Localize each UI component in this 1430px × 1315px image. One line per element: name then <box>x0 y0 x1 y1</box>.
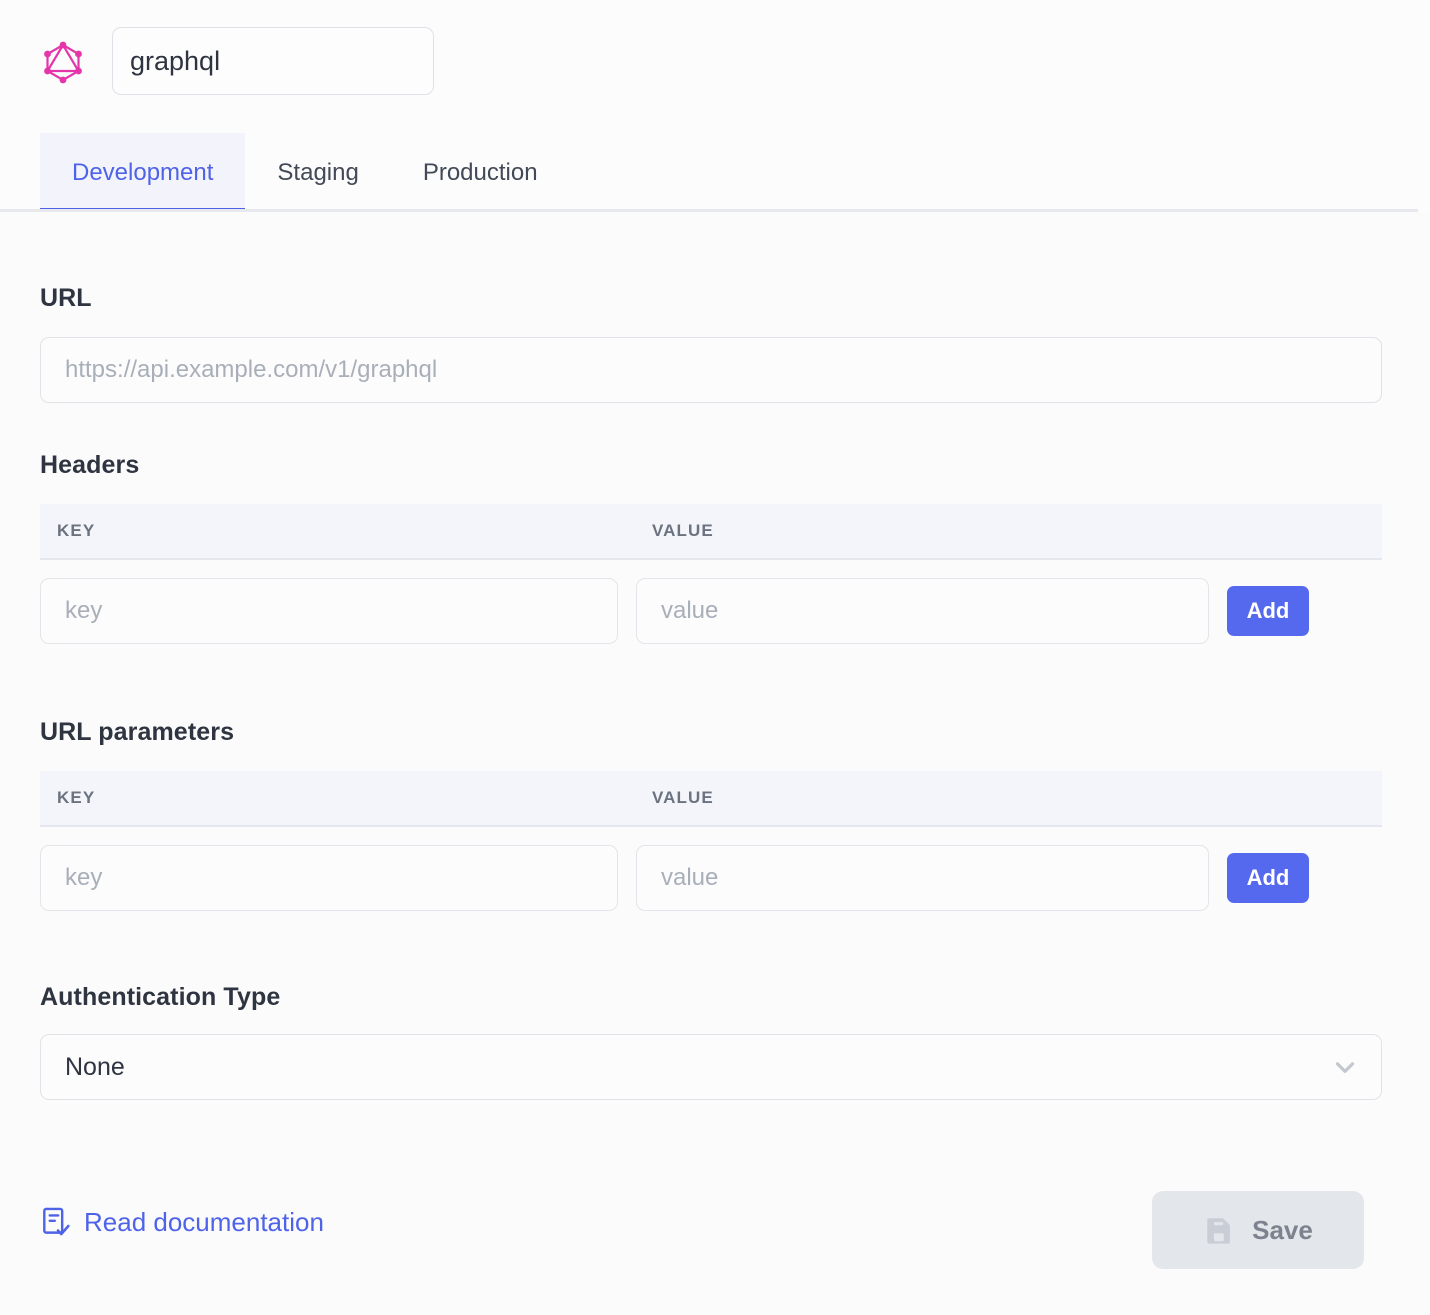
connection-name-input[interactable] <box>112 27 434 95</box>
url-params-table-head: KEY VALUE <box>40 771 1382 827</box>
panel-footer: Read documentation Save <box>0 1150 1430 1315</box>
url-label-wrap: URL <box>40 284 92 313</box>
url-params-add-button[interactable]: Add <box>1227 853 1309 903</box>
url-params-value-input[interactable] <box>636 845 1209 911</box>
url-input[interactable] <box>40 337 1382 403</box>
headers-label: Headers <box>40 451 140 479</box>
url-field-wrap <box>40 337 1382 403</box>
url-label: URL <box>40 284 92 312</box>
headers-value-input[interactable] <box>636 578 1209 644</box>
tab-staging[interactable]: Staging <box>245 133 390 212</box>
url-params-label-wrap: URL parameters <box>40 718 234 747</box>
url-params-key-input[interactable] <box>40 845 618 911</box>
url-params-col-value: VALUE <box>652 788 714 807</box>
tab-production[interactable]: Production <box>391 133 570 212</box>
graphql-logo-icon <box>44 41 82 84</box>
url-parameters-label: URL parameters <box>40 718 235 746</box>
header-top-row <box>40 27 434 95</box>
settings-form: URL Headers KEY VALUE <box>0 212 1430 1315</box>
save-button-label: Save <box>1252 1214 1313 1245</box>
url-params-table: KEY VALUE Add <box>40 771 1382 911</box>
auth-select-wrap: None <box>40 1034 1382 1100</box>
floppy-disk-icon <box>1207 1218 1231 1244</box>
headers-table-head: KEY VALUE <box>40 504 1382 560</box>
environment-tabs: Development Staging Production <box>40 133 570 212</box>
tab-label: Production <box>422 158 538 186</box>
tab-development[interactable]: Development <box>40 133 246 212</box>
read-documentation-label: Read documentation <box>84 1206 324 1237</box>
tab-label: Development <box>72 158 214 186</box>
headers-table: KEY VALUE Add <box>40 504 1382 644</box>
url-params-col-key: KEY <box>57 788 96 807</box>
authentication-type-label: Authentication Type <box>40 983 281 1011</box>
headers-col-value: VALUE <box>652 521 714 540</box>
url-params-input-row: Add <box>40 845 1382 911</box>
auth-label-wrap: Authentication Type <box>40 983 280 1012</box>
header-divider <box>0 209 1418 212</box>
document-check-icon <box>43 1207 70 1236</box>
tab-label: Staging <box>277 158 359 186</box>
save-button[interactable]: Save <box>1152 1191 1364 1269</box>
authentication-type-value: None <box>65 1052 125 1081</box>
headers-input-row: Add <box>40 578 1382 644</box>
read-documentation-link[interactable]: Read documentation <box>42 1206 324 1238</box>
headers-col-key: KEY <box>57 521 96 540</box>
authentication-type-select[interactable]: None <box>40 1034 1382 1100</box>
panel-header: Development Staging Production <box>0 0 1430 212</box>
headers-key-input[interactable] <box>40 578 618 644</box>
headers-add-button[interactable]: Add <box>1227 586 1309 636</box>
headers-label-wrap: Headers <box>40 451 139 480</box>
